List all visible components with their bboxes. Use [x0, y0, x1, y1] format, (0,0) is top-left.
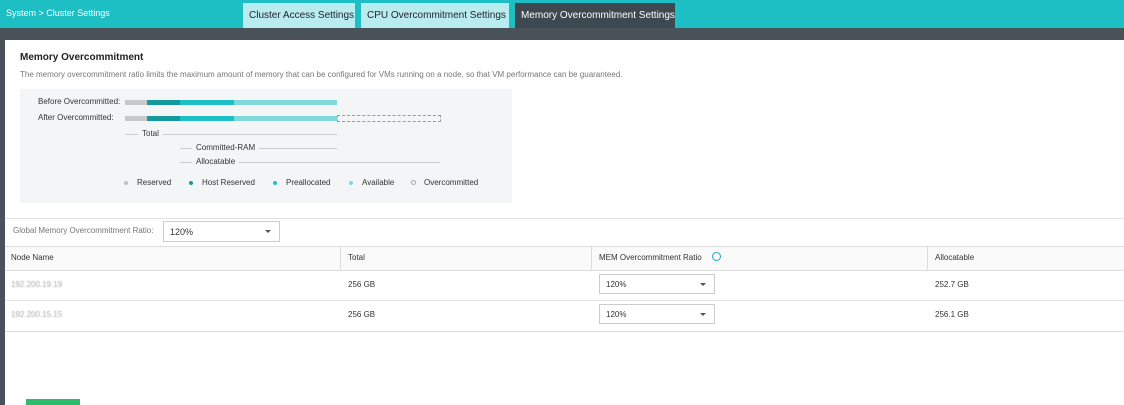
legend-dot: [411, 180, 416, 185]
bracket-label: Allocatable: [192, 157, 240, 166]
diagram: [20, 89, 512, 203]
cell: 192.200.19.19: [11, 280, 63, 289]
table: [5, 246, 1124, 332]
legend-dot: [189, 181, 193, 185]
info-icon[interactable]: [712, 252, 721, 261]
ratio-select[interactable]: 120%: [599, 304, 715, 324]
legend-label: Preallocated: [286, 178, 331, 187]
row-label: Before Overcommitted:: [38, 97, 121, 106]
column-header: Total: [348, 253, 365, 262]
legend-dot: [273, 181, 277, 185]
bracket: [180, 162, 440, 163]
description: The memory overcommitment ratio limits t…: [20, 70, 623, 79]
legend-dot: [124, 181, 128, 185]
cell: 252.7 GB: [935, 280, 969, 289]
global-select[interactable]: 120%: [163, 221, 280, 242]
bracket-label: Committed-RAM: [192, 143, 260, 152]
cell: 192.200.15.15: [11, 310, 63, 319]
bracket: [125, 134, 337, 135]
tab-active[interactable]: Memory Overcommitment Settings: [515, 3, 675, 28]
divider: [5, 218, 1124, 219]
cell: 256.1 GB: [935, 310, 969, 319]
column-header: Node Name: [11, 253, 54, 262]
column-header: Allocatable: [935, 253, 975, 262]
overcommit-box: [337, 115, 441, 122]
legend-label: Reserved: [137, 178, 172, 187]
section-title: Memory Overcommitment: [20, 52, 144, 63]
ratio-select[interactable]: 120%: [599, 274, 715, 294]
cell: 256 GB: [348, 280, 376, 289]
save-button[interactable]: [26, 399, 80, 405]
strip: [0, 28, 1124, 40]
tab[interactable]: Cluster Access Settings: [243, 3, 355, 28]
bracket-label: Total: [138, 129, 163, 138]
column-header: MEM Overcommitment Ratio: [599, 253, 702, 262]
tab[interactable]: CPU Overcommitment Settings: [361, 3, 509, 28]
left-border: [0, 40, 5, 405]
legend-label: Overcommitted: [424, 178, 479, 187]
legend-label: Host Reserved: [202, 178, 255, 187]
legend-label: Available: [362, 178, 395, 187]
bar: [125, 116, 337, 121]
cell: 256 GB: [348, 310, 376, 319]
row-label: After Overcommitted:: [38, 113, 114, 122]
legend-dot: [349, 181, 353, 185]
breadcrumb[interactable]: System > Cluster Settings: [6, 8, 110, 18]
global-label: Global Memory Overcommitment Ratio:: [13, 226, 154, 235]
bar: [125, 100, 337, 105]
